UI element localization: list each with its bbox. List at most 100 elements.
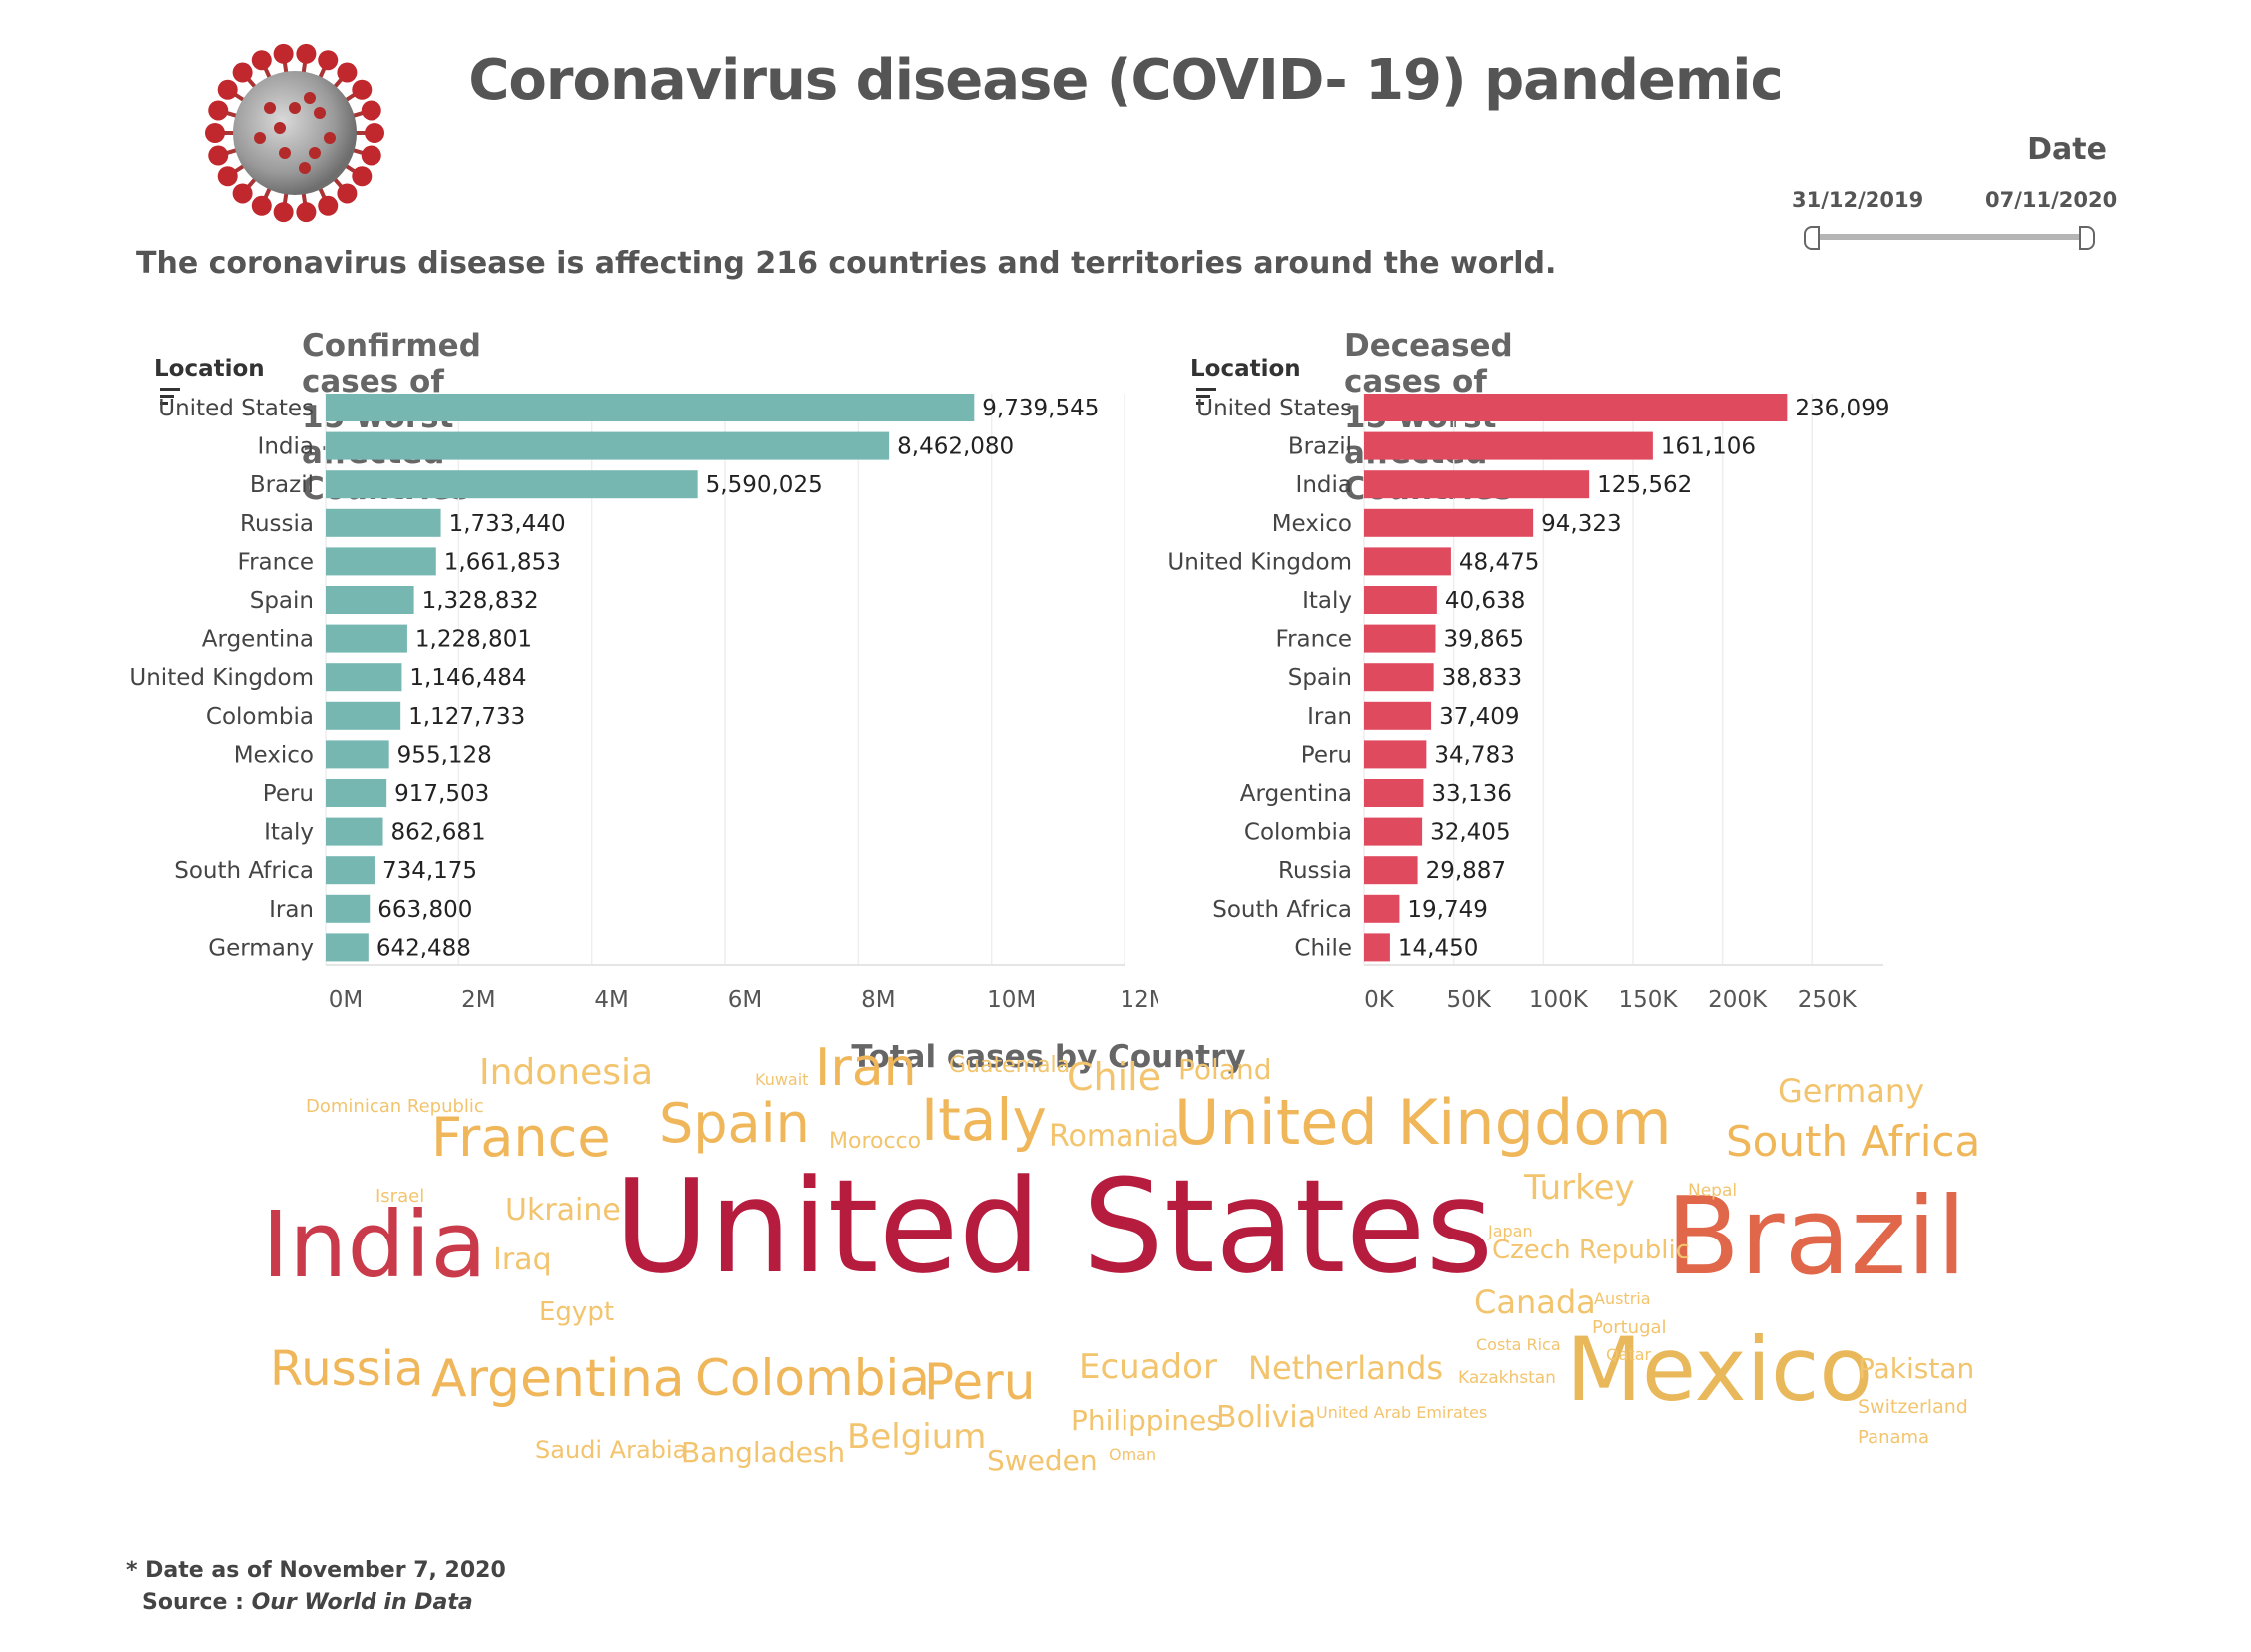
wordcloud-word[interactable]: Brazil [1666, 1175, 1967, 1300]
bar[interactable] [1364, 817, 1423, 846]
wordcloud-word[interactable]: Indonesia [479, 1052, 654, 1094]
wordcloud-word[interactable]: Turkey [1524, 1168, 1635, 1209]
wordcloud-word[interactable]: Canada [1474, 1282, 1596, 1321]
page-title: Coronavirus disease (COVID- 19) pandemic [468, 48, 1783, 113]
bar[interactable] [326, 894, 371, 923]
wordcloud-word[interactable]: Israel [375, 1186, 425, 1208]
bar[interactable] [326, 586, 414, 614]
data-label: 40,638 [1445, 588, 1525, 614]
sort-icon[interactable] [1196, 386, 1218, 406]
bar[interactable] [326, 740, 389, 769]
source-note: Source : Our World in Data [142, 1590, 473, 1615]
wordcloud-word[interactable]: Germany [1778, 1071, 1925, 1110]
wordcloud-word[interactable]: Bolivia [1216, 1400, 1317, 1436]
wordcloud-word[interactable]: Oman [1109, 1444, 1157, 1464]
wordcloud-word[interactable]: Iraq [493, 1242, 552, 1278]
wordcloud-word[interactable]: Romania [1049, 1119, 1180, 1155]
bar[interactable] [1364, 470, 1590, 499]
wordcloud-word[interactable]: Russia [270, 1340, 424, 1397]
bar[interactable] [326, 508, 441, 537]
bar[interactable] [1364, 856, 1418, 885]
bar[interactable] [1364, 394, 1788, 421]
wordcloud-word[interactable]: Italy [921, 1086, 1047, 1155]
wordcloud-word[interactable]: Netherlands [1248, 1348, 1444, 1387]
category-label: United Kingdom [1167, 549, 1352, 575]
bar[interactable] [326, 431, 890, 460]
wordcloud-title: Total cases by Country [851, 1039, 1246, 1075]
wordcloud-word[interactable]: Sweden [987, 1444, 1098, 1478]
bar[interactable] [326, 547, 436, 576]
data-label: 94,323 [1541, 511, 1621, 537]
wordcloud-word[interactable]: France [431, 1105, 611, 1169]
category-label: Russia [240, 511, 314, 537]
bar[interactable] [326, 933, 369, 962]
wordcloud-word[interactable]: Egypt [539, 1296, 615, 1327]
data-label: 5,590,025 [706, 472, 823, 498]
date-slider-track[interactable] [1806, 234, 2091, 240]
wordcloud-word[interactable]: Pakistan [1858, 1352, 1975, 1386]
wordcloud-word[interactable]: Nepal [1688, 1181, 1738, 1202]
wordcloud-word[interactable]: Ecuador [1079, 1347, 1217, 1388]
date-end-handle[interactable] [2079, 226, 2095, 250]
data-label: 161,106 [1661, 434, 1756, 460]
date-start-handle[interactable] [1804, 226, 1820, 250]
bar[interactable] [1364, 663, 1434, 692]
wordcloud-word[interactable]: Colombia [695, 1349, 930, 1407]
wordcloud-word[interactable]: Japan [1488, 1221, 1533, 1240]
category-label: South Africa [1212, 897, 1352, 923]
bar[interactable] [1364, 894, 1400, 923]
wordcloud-word[interactable]: Poland [1178, 1053, 1272, 1087]
sort-icon[interactable] [160, 386, 182, 406]
wordcloud-word[interactable]: Switzerland [1858, 1396, 1968, 1419]
wordcloud-word[interactable]: Costa Rica [1476, 1334, 1561, 1354]
bar[interactable] [1364, 933, 1390, 962]
bar[interactable] [326, 779, 387, 807]
date-footnote: * Date as of November 7, 2020 [126, 1558, 506, 1583]
wordcloud-word[interactable]: Spain [659, 1091, 810, 1155]
category-label: Peru [263, 781, 314, 807]
bar[interactable] [326, 624, 407, 653]
wordcloud-word[interactable]: Peru [924, 1353, 1036, 1411]
wordcloud-word[interactable]: Saudi Arabia [535, 1436, 688, 1465]
wordcloud-word[interactable]: Ukraine [505, 1193, 621, 1229]
wordcloud-word[interactable]: United Arab Emirates [1316, 1402, 1488, 1422]
wordcloud-word[interactable]: Iran [815, 1038, 917, 1099]
bar[interactable] [1364, 547, 1451, 576]
wordcloud-word[interactable]: Qatar [1606, 1344, 1652, 1364]
wordcloud-word[interactable]: Kuwait [755, 1069, 809, 1089]
bar[interactable] [326, 663, 402, 692]
bar[interactable] [1364, 431, 1653, 460]
bar[interactable] [326, 817, 383, 846]
wordcloud-word[interactable]: Kazakhstan [1458, 1368, 1556, 1389]
wordcloud-word[interactable]: United States [614, 1151, 1494, 1303]
wordcloud-word[interactable]: Guatemala [949, 1052, 1071, 1078]
wordcloud-word[interactable]: Chile [1067, 1054, 1162, 1099]
wordcloud-word[interactable]: Bangladesh [681, 1436, 846, 1470]
confirmed-location-header[interactable]: Location [154, 356, 265, 408]
wordcloud-word[interactable]: South Africa [1726, 1116, 1981, 1166]
wordcloud-word[interactable]: Argentina [431, 1349, 685, 1410]
wordcloud-word[interactable]: India [262, 1191, 487, 1298]
wordcloud-word[interactable]: Mexico [1566, 1317, 1874, 1421]
bar[interactable] [326, 701, 401, 730]
bar[interactable] [326, 394, 975, 421]
bar[interactable] [1364, 701, 1432, 730]
wordcloud-word[interactable]: Austria [1594, 1288, 1651, 1308]
deceased-location-header[interactable]: Location [1190, 356, 1301, 408]
date-end-label: 07/11/2020 [1985, 188, 2118, 212]
wordcloud-word[interactable]: Portugal [1592, 1317, 1667, 1339]
wordcloud-word[interactable]: Panama [1858, 1427, 1930, 1449]
bar[interactable] [1364, 508, 1534, 537]
bar[interactable] [1364, 779, 1424, 807]
wordcloud-word[interactable]: Dominican Republic [306, 1096, 484, 1118]
bar[interactable] [1364, 586, 1437, 614]
bar[interactable] [326, 856, 375, 885]
bar[interactable] [326, 470, 698, 499]
bar[interactable] [1364, 624, 1436, 653]
wordcloud-word[interactable]: Belgium [847, 1417, 987, 1458]
wordcloud-word[interactable]: Czech Republic [1492, 1235, 1690, 1265]
bar[interactable] [1364, 740, 1427, 769]
wordcloud-word[interactable]: United Kingdom [1174, 1086, 1672, 1160]
wordcloud-word[interactable]: Philippines [1071, 1404, 1221, 1438]
wordcloud-word[interactable]: Morocco [829, 1128, 922, 1154]
